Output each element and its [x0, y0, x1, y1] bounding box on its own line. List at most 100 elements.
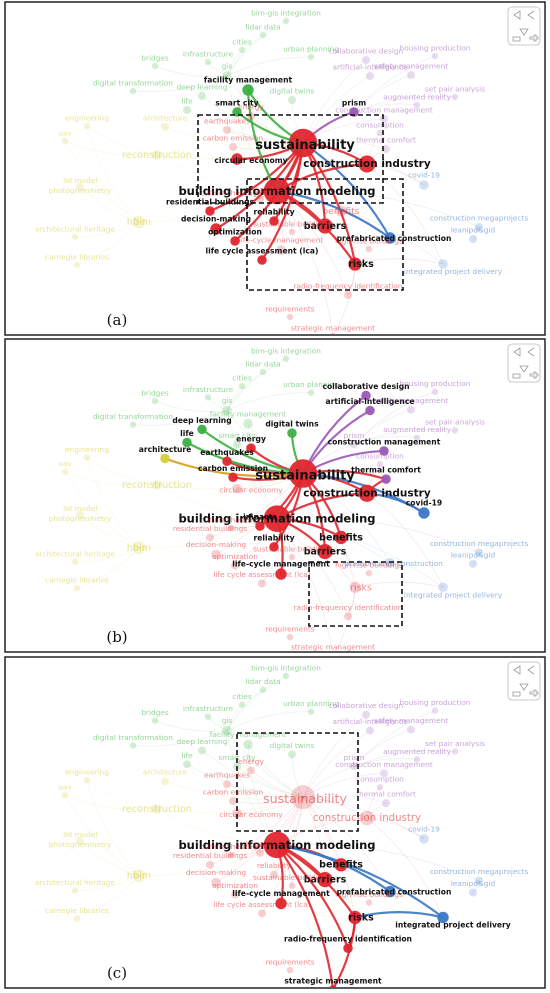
- node-label: cultural heritage: [200, 188, 262, 197]
- node-reliability: [269, 542, 279, 552]
- node-label: artificial-intelligence: [332, 63, 408, 72]
- node-sustainability: [288, 459, 318, 488]
- node-digital-twins: [287, 428, 297, 438]
- panel-letter: (a): [107, 311, 128, 329]
- node-uav: [61, 468, 69, 475]
- node-energy: [247, 766, 255, 775]
- node-label: prism: [344, 431, 365, 440]
- node-label: bim-gis integration: [251, 663, 321, 672]
- node-label: life-cycle management: [239, 236, 324, 245]
- node-collaborative-design: [361, 390, 371, 401]
- node-label: digital twins: [270, 741, 315, 750]
- zoom-pan-control[interactable]: [507, 661, 541, 701]
- edge: [74, 875, 140, 891]
- node-infrastructure: [204, 713, 212, 720]
- edge: [207, 61, 228, 77]
- edge: [302, 796, 342, 866]
- node-label: risks: [348, 259, 374, 270]
- node-label: gis: [222, 396, 233, 405]
- pan-down-icon: [519, 365, 529, 373]
- node-urban-planning: [307, 53, 315, 61]
- edge: [226, 49, 243, 77]
- node-label: requirements: [265, 958, 314, 967]
- node-label: prefabricated construction: [337, 234, 452, 243]
- node-label: reconstruction: [122, 804, 192, 815]
- node-construction-management: [380, 115, 388, 123]
- edge: [226, 75, 278, 192]
- node-benefits: [334, 530, 348, 545]
- edge: [156, 808, 278, 846]
- node-facility-management: [242, 84, 254, 96]
- node-label: safety management: [374, 62, 448, 71]
- node-impacts: [256, 848, 264, 857]
- edge: [86, 125, 158, 156]
- node-label: energy: [236, 435, 266, 444]
- node-label: requirements: [265, 304, 314, 313]
- node-label: deep learning: [177, 737, 228, 746]
- node-architectural-heritage: [71, 887, 79, 894]
- node-radio-frequency-identification: [344, 612, 352, 621]
- pan-right-icon: [527, 347, 535, 357]
- labels: sustainability construction industry build…: [35, 346, 528, 651]
- edge: [275, 843, 350, 950]
- node-bim-gis-integration: [282, 355, 290, 363]
- edge: [353, 436, 418, 445]
- edge: [156, 796, 304, 814]
- edge: [302, 794, 387, 804]
- nodes: [61, 17, 483, 334]
- node-building-information-modeling: [263, 831, 291, 859]
- edge: [79, 186, 140, 223]
- node-gis: [222, 725, 232, 736]
- node-digital-twins: [288, 750, 296, 759]
- edge: [207, 716, 228, 731]
- node-label: safety management: [374, 716, 448, 725]
- node-residential-buildings: [206, 860, 214, 869]
- node-carnegie-libraries: [73, 585, 81, 592]
- node-infrastructure: [204, 58, 212, 66]
- zoom-pan-control[interactable]: [507, 6, 541, 46]
- node-label: digital twins: [265, 420, 319, 429]
- node-risks: [348, 257, 362, 271]
- node-artificial-intelligence: [365, 405, 375, 416]
- edge: [132, 75, 228, 92]
- node-label: augmented reality: [383, 92, 452, 101]
- edge: [250, 769, 304, 798]
- node-label: bridges: [141, 53, 169, 62]
- node-label: reliability: [253, 208, 294, 217]
- node-label: architecture: [143, 114, 188, 123]
- edge: [64, 140, 158, 157]
- node-circular-economy: [232, 808, 242, 818]
- edge: [353, 757, 418, 767]
- panel-letter: (b): [106, 628, 127, 646]
- zoom-out-icon: [512, 373, 521, 379]
- edge: [353, 74, 412, 113]
- focus-box-lower: [246, 178, 404, 291]
- zoom-pan-control[interactable]: [507, 343, 541, 383]
- edge: [226, 371, 264, 411]
- node-label: life cycle assessment (lca): [213, 570, 310, 579]
- node-label: circular economy: [214, 156, 287, 165]
- node-label: carnegie libraries: [45, 252, 109, 261]
- edge: [186, 764, 304, 798]
- node-label: covid-19: [408, 825, 440, 834]
- node-label: reconstruction: [122, 480, 192, 491]
- node-bridges: [151, 397, 159, 405]
- node-label: smart city: [218, 753, 256, 762]
- node-label: housing production: [400, 43, 471, 52]
- node-label: carbon emission: [198, 464, 268, 473]
- edge: [472, 552, 480, 565]
- node-label: construction management: [335, 106, 433, 115]
- node-thermal-comfort: [381, 474, 391, 484]
- node-digital-transformation: [129, 421, 137, 428]
- node-label: residential buildings: [173, 524, 247, 533]
- node-label: facility management: [204, 76, 293, 85]
- edge: [276, 190, 444, 265]
- edge: [154, 400, 228, 412]
- node-label: optimization: [212, 552, 258, 561]
- edge: [302, 765, 355, 798]
- edge: [353, 710, 436, 767]
- node-bridges: [151, 62, 159, 70]
- node-residential-buildings: [206, 533, 214, 542]
- edge: [74, 221, 140, 238]
- node-label: architectural heritage: [35, 224, 115, 233]
